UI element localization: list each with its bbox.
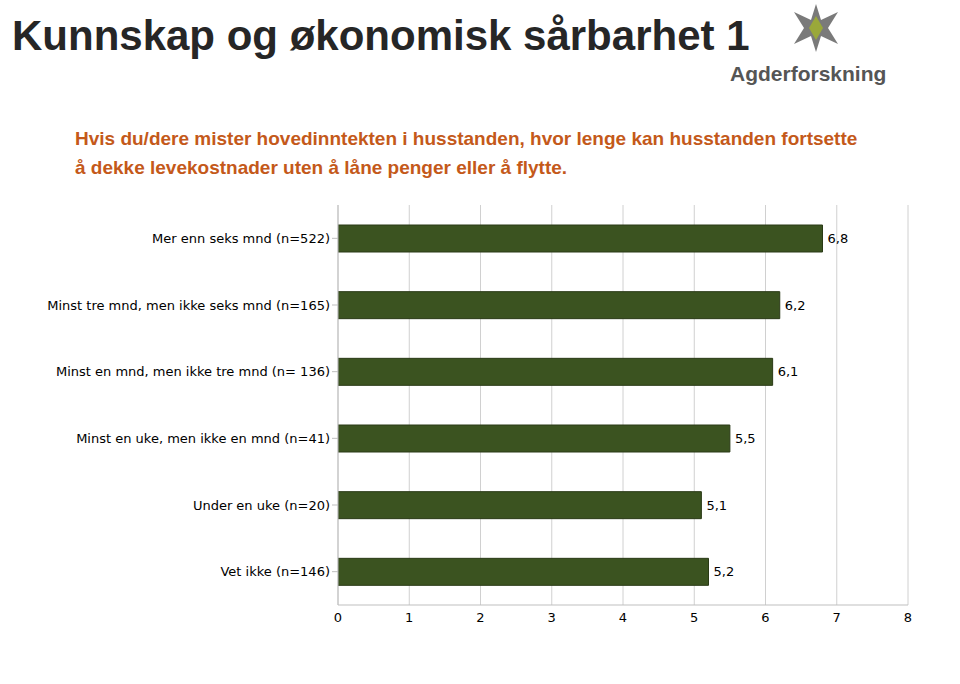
svg-text:Minst en uke, men ikke en mnd: Minst en uke, men ikke en mnd (n=41) [76, 431, 330, 446]
svg-text:5,1: 5,1 [706, 498, 727, 513]
svg-text:6,1: 6,1 [778, 364, 799, 379]
svg-text:8: 8 [904, 610, 912, 625]
svg-text:Mer enn seks mnd (n=522): Mer enn seks mnd (n=522) [152, 231, 330, 246]
svg-text:5: 5 [690, 610, 698, 625]
svg-text:6,8: 6,8 [828, 231, 849, 246]
svg-text:3: 3 [548, 610, 556, 625]
svg-text:4: 4 [619, 610, 627, 625]
svg-text:Vet ikke (n=146): Vet ikke (n=146) [220, 564, 330, 579]
html-text:Kunnskap og økonomisk sårbarhe: Kunnskap og økonomisk sårbarhet 1 [12, 12, 750, 59]
svg-text:5,5: 5,5 [735, 431, 756, 446]
svg-text:1: 1 [405, 610, 413, 625]
svg-text:Minst en mnd, men ikke tre mnd: Minst en mnd, men ikke tre mnd (n= 136) [56, 364, 330, 379]
html-text:Agderforskning: Agderforskning [730, 62, 887, 85]
html-text:Hvis du/dere mister hovedinnte: Hvis du/dere mister hovedinntekten i hus… [75, 128, 858, 178]
svg-text:5,2: 5,2 [714, 564, 735, 579]
svg-text:7: 7 [833, 610, 841, 625]
svg-text:2: 2 [476, 610, 484, 625]
svg-text:6: 6 [761, 610, 769, 625]
svg-text:Under en uke (n=20): Under en uke (n=20) [193, 498, 330, 513]
svg-text:6,2: 6,2 [785, 298, 806, 313]
svg-text:Minst tre mnd, men ikke seks m: Minst tre mnd, men ikke seks mnd (n=165) [47, 298, 330, 313]
svg-text:0: 0 [334, 610, 342, 625]
